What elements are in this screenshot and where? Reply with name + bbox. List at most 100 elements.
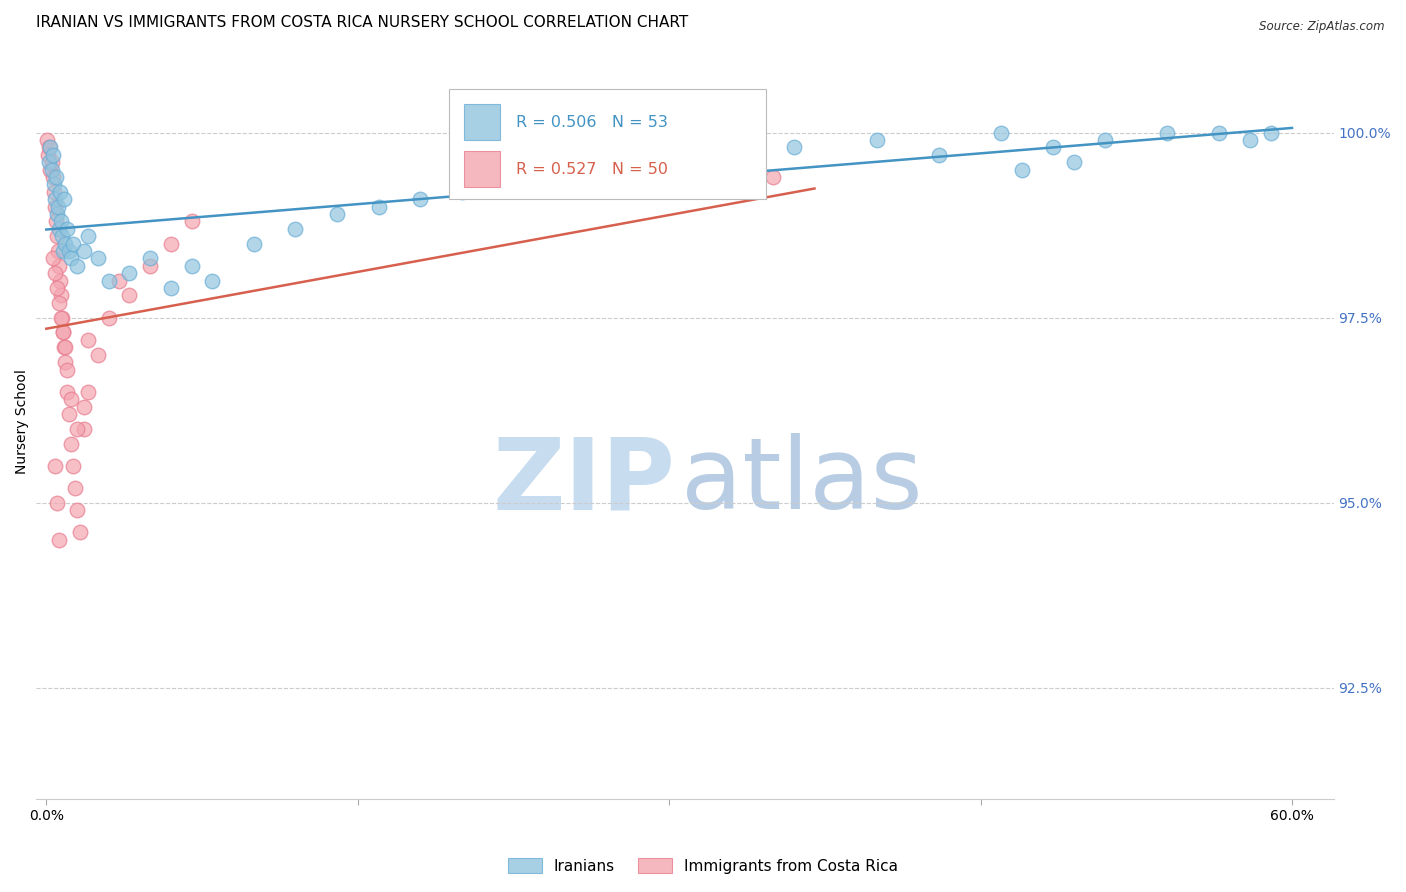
- Point: [76, 229, 98, 244]
- Point: [87, 252, 110, 266]
- Point: [48, 296, 70, 310]
- Point: [76, 333, 98, 347]
- Point: [409, 192, 432, 206]
- Point: [39, 162, 62, 177]
- Point: [139, 259, 162, 273]
- Point: [37, 147, 59, 161]
- Point: [1260, 126, 1282, 140]
- Point: [554, 169, 576, 184]
- Point: [658, 155, 681, 169]
- Point: [49, 310, 72, 325]
- Point: [45, 496, 67, 510]
- Point: [51, 229, 73, 244]
- Point: [45, 207, 67, 221]
- Point: [53, 236, 76, 251]
- Point: [49, 214, 72, 228]
- Point: [38, 140, 60, 154]
- Point: [367, 200, 389, 214]
- Point: [53, 355, 76, 369]
- Point: [52, 244, 75, 258]
- Point: [160, 236, 183, 251]
- Point: [1011, 162, 1033, 177]
- Point: [97, 310, 120, 325]
- Point: [1156, 126, 1178, 140]
- Point: [180, 259, 202, 273]
- Point: [53, 340, 76, 354]
- Point: [41, 162, 63, 177]
- Point: [48, 222, 70, 236]
- Point: [60, 252, 83, 266]
- Point: [62, 236, 84, 251]
- Point: [284, 222, 307, 236]
- Point: [44, 200, 66, 214]
- Point: [990, 126, 1012, 140]
- Point: [180, 214, 202, 228]
- Point: [48, 259, 70, 273]
- Point: [41, 169, 63, 184]
- Point: [41, 252, 63, 266]
- Text: atlas: atlas: [681, 434, 922, 531]
- Point: [56, 362, 79, 376]
- Point: [58, 244, 80, 258]
- Point: [66, 259, 89, 273]
- Point: [326, 207, 349, 221]
- Point: [49, 274, 72, 288]
- Point: [58, 407, 80, 421]
- Point: [139, 252, 162, 266]
- Point: [41, 147, 63, 161]
- Point: [45, 281, 67, 295]
- Point: [160, 281, 183, 295]
- Point: [783, 140, 806, 154]
- Point: [243, 236, 266, 251]
- Point: [51, 310, 73, 325]
- Point: [52, 340, 75, 354]
- Text: IRANIAN VS IMMIGRANTS FROM COSTA RICA NURSERY SCHOOL CORRELATION CHART: IRANIAN VS IMMIGRANTS FROM COSTA RICA NU…: [37, 15, 688, 30]
- Text: Source: ZipAtlas.com: Source: ZipAtlas.com: [1260, 20, 1385, 33]
- FancyBboxPatch shape: [464, 151, 501, 187]
- Point: [201, 274, 224, 288]
- Text: R = 0.527   N = 50: R = 0.527 N = 50: [516, 161, 668, 177]
- Point: [46, 200, 69, 214]
- Point: [45, 169, 67, 184]
- Point: [1239, 133, 1261, 147]
- Point: [44, 458, 66, 473]
- Point: [37, 133, 59, 147]
- Point: [39, 140, 62, 154]
- Point: [1063, 155, 1085, 169]
- Point: [118, 288, 141, 302]
- Point: [48, 533, 70, 547]
- Point: [45, 229, 67, 244]
- Point: [1094, 133, 1116, 147]
- Point: [38, 155, 60, 169]
- Point: [450, 185, 472, 199]
- Legend: Iranians, Immigrants from Costa Rica: Iranians, Immigrants from Costa Rica: [502, 852, 904, 880]
- Point: [76, 384, 98, 399]
- Point: [118, 266, 141, 280]
- Point: [1208, 126, 1230, 140]
- Point: [49, 185, 72, 199]
- Point: [87, 348, 110, 362]
- Text: R = 0.506   N = 53: R = 0.506 N = 53: [516, 115, 668, 129]
- FancyBboxPatch shape: [464, 104, 501, 140]
- Point: [41, 155, 63, 169]
- Point: [56, 222, 79, 236]
- Point: [52, 326, 75, 340]
- Point: [616, 162, 638, 177]
- FancyBboxPatch shape: [449, 89, 766, 199]
- Y-axis label: Nursery School: Nursery School: [15, 369, 30, 474]
- Point: [720, 147, 742, 161]
- Point: [1042, 140, 1064, 154]
- Point: [66, 422, 89, 436]
- Point: [108, 274, 131, 288]
- Point: [42, 178, 65, 192]
- Point: [46, 244, 69, 258]
- Point: [45, 214, 67, 228]
- Point: [60, 436, 83, 450]
- Point: [49, 288, 72, 302]
- Point: [73, 400, 96, 414]
- Point: [56, 384, 79, 399]
- Point: [44, 266, 66, 280]
- Point: [69, 525, 91, 540]
- Point: [52, 326, 75, 340]
- Point: [52, 192, 75, 206]
